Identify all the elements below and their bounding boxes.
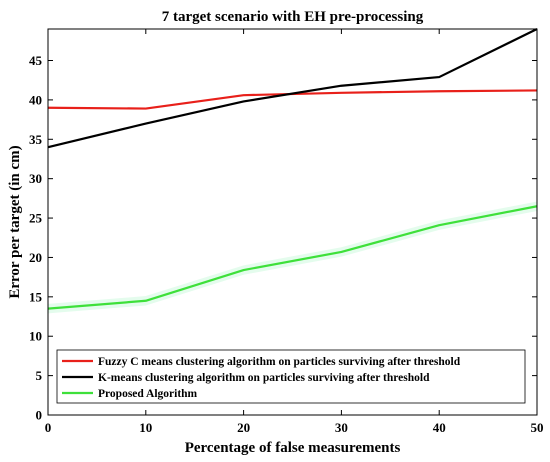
legend-box xyxy=(56,349,526,404)
y-tick-label: 40 xyxy=(29,92,42,107)
y-tick-label: 30 xyxy=(29,171,42,186)
x-tick-label: 10 xyxy=(139,420,152,435)
legend-entry-2: Proposed Algorithm xyxy=(98,388,198,400)
x-tick-label: 0 xyxy=(45,420,52,435)
legend: Fuzzy C means clustering algorithm on pa… xyxy=(56,349,526,404)
y-tick-label: 15 xyxy=(29,289,43,304)
y-tick-label: 45 xyxy=(29,53,43,68)
y-tick-label: 25 xyxy=(29,211,43,226)
y-tick-label: 5 xyxy=(36,368,43,383)
y-tick-label: 35 xyxy=(29,132,43,147)
series-line-2 xyxy=(47,205,538,310)
error-band-layer xyxy=(48,201,537,314)
series-line-1 xyxy=(47,28,538,149)
proposed-algorithm-band xyxy=(48,201,537,314)
x-tick-label: 40 xyxy=(433,420,446,435)
y-tick-label: 10 xyxy=(29,329,42,344)
legend-entry-0: Fuzzy C means clustering algorithm on pa… xyxy=(98,356,461,368)
chart-title: 7 target scenario with EH pre-processing xyxy=(162,9,424,25)
series-layer xyxy=(47,28,538,310)
x-tick-label: 50 xyxy=(531,420,544,435)
y-tick-label: 20 xyxy=(29,250,42,265)
legend-entry-1: K-means clustering algorithm on particle… xyxy=(98,372,430,384)
y-axis-label: Error per target (in cm) xyxy=(7,145,23,298)
x-axis-label: Percentage of false measurements xyxy=(185,440,401,456)
axis-ticks: 0 10 20 30 40 50 0 5 10 15 20 25 30 35 40 45 xyxy=(29,29,544,435)
y-tick-label: 0 xyxy=(36,408,43,423)
x-tick-label: 30 xyxy=(335,420,348,435)
x-tick-label: 20 xyxy=(237,420,250,435)
plot-area-frame xyxy=(47,28,538,416)
